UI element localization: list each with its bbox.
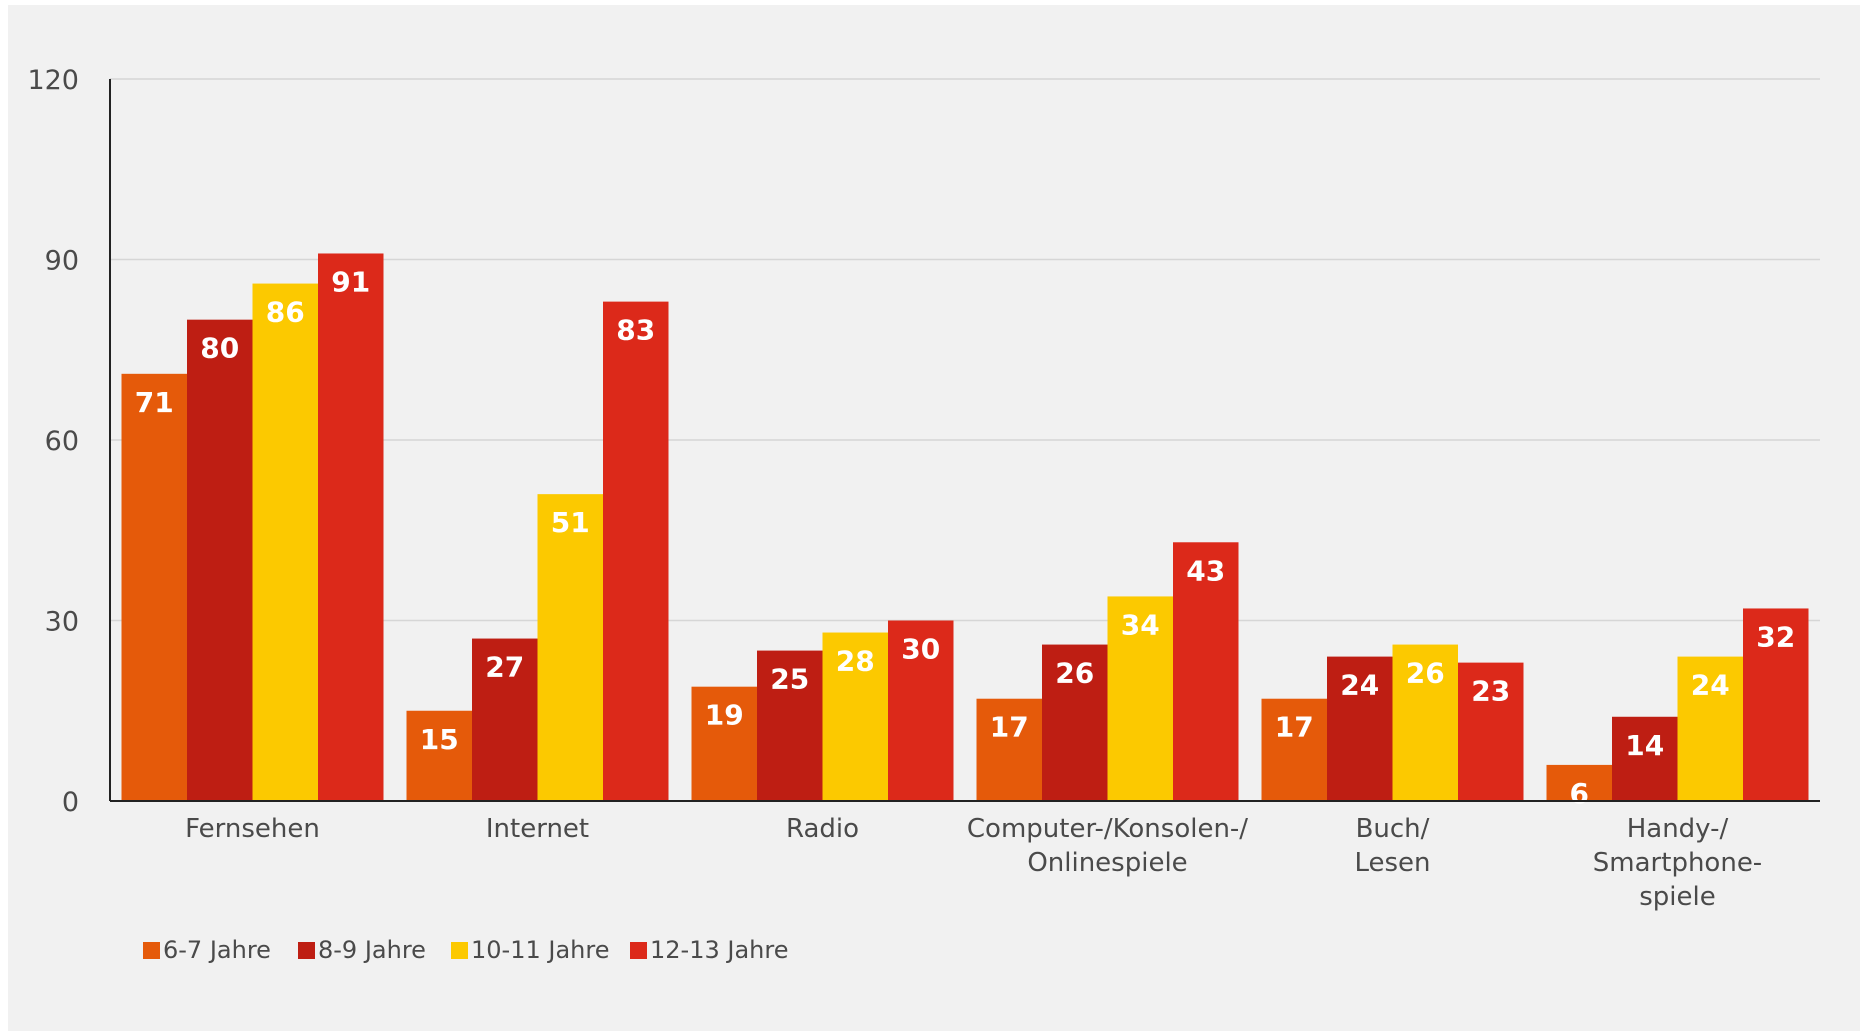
legend-swatch [451,942,468,959]
data-label: 14 [1625,729,1664,762]
bar [976,698,1042,801]
data-label: 24 [1340,669,1379,702]
y-tick-label: 90 [45,246,79,277]
x-tick-label: Fernsehen [185,814,320,844]
data-label: 27 [485,651,524,684]
bar [888,620,954,801]
data-label: 83 [616,314,655,347]
y-tick-label: 30 [45,607,79,638]
data-label: 71 [135,386,174,419]
x-tick-label: Radio [786,814,859,844]
x-tick-label: spiele [1639,882,1716,912]
y-tick-label: 60 [45,426,79,457]
legend-label: 8-9 Jahre [318,936,426,964]
bar [406,710,472,801]
bar [318,253,384,801]
data-label: 32 [1756,620,1795,653]
x-tick-label: Buch/ [1356,814,1430,844]
x-tick-label: Computer-/Konsolen-/ [967,814,1248,844]
legend-swatch [630,942,647,959]
value-labels: 71 15 19 17 17 6 80 27 25 26 24 14 86 51 28 34 26 24 91 83 3… [135,265,1795,809]
bar [757,650,823,801]
data-label: 28 [836,645,875,678]
bar [1327,656,1393,801]
x-tick-label: Internet [486,814,589,844]
x-tick-label: Smartphone- [1593,848,1762,878]
bar [1458,662,1524,801]
y-axis-ticks: 0 30 60 90 120 [27,65,79,818]
data-label: 19 [705,699,744,732]
bar [1743,608,1809,801]
legend-label: 6-7 Jahre [163,936,271,964]
data-label: 51 [551,506,590,539]
bar [1677,656,1743,801]
legend-label: 10-11 Jahre [471,936,609,964]
legend: 6-7 Jahre 8-9 Jahre 10-11 Jahre 12-13 Jahre [143,936,788,964]
data-label: 80 [200,332,239,365]
bar [252,283,318,802]
data-label: 26 [1055,657,1094,690]
bar [1042,644,1108,801]
bar [822,632,888,801]
x-axis-labels: Fernsehen Internet Radio Computer-/Konsolen… [185,814,1762,912]
data-label: 15 [420,723,459,756]
legend-label: 12-13 Jahre [650,936,788,964]
bar [1612,716,1678,801]
bar [1107,596,1173,801]
data-label: 43 [1186,554,1225,587]
bar [1173,542,1239,801]
bar [1392,644,1458,801]
data-label: 24 [1691,669,1730,702]
bar [472,638,538,801]
gridlines [110,78,1820,622]
legend-swatch [143,942,160,959]
bar [121,373,187,801]
x-tick-label: Lesen [1354,848,1430,878]
data-label: 25 [770,663,809,696]
data-label: 34 [1121,608,1160,641]
bar [1546,764,1612,801]
y-tick-label: 120 [27,65,79,96]
data-label: 86 [266,296,305,329]
data-label: 23 [1471,675,1510,708]
bar [603,301,669,801]
bar [1261,698,1327,801]
bars [121,253,1809,802]
axes [109,79,1820,802]
bar [537,494,603,801]
bar-chart: 0 30 60 90 120 71 15 19 17 17 6 80 27 25 26 24 14 86 51 28… [27,65,1820,964]
legend-swatch [298,942,315,959]
data-label: 91 [331,265,370,298]
bar [187,319,253,801]
bar [691,686,757,801]
data-label: 17 [990,711,1029,744]
x-tick-label: Handy-/ [1627,814,1729,844]
data-label: 30 [901,633,940,666]
data-label: 17 [1275,711,1314,744]
data-label: 6 [1570,777,1589,810]
chart-panel: 0 30 60 90 120 71 15 19 17 17 6 80 27 25 26 24 14 86 51 28… [8,5,1860,1031]
data-label: 26 [1406,657,1445,690]
x-tick-label: Onlinespiele [1027,848,1187,878]
y-tick-label: 0 [62,787,79,818]
